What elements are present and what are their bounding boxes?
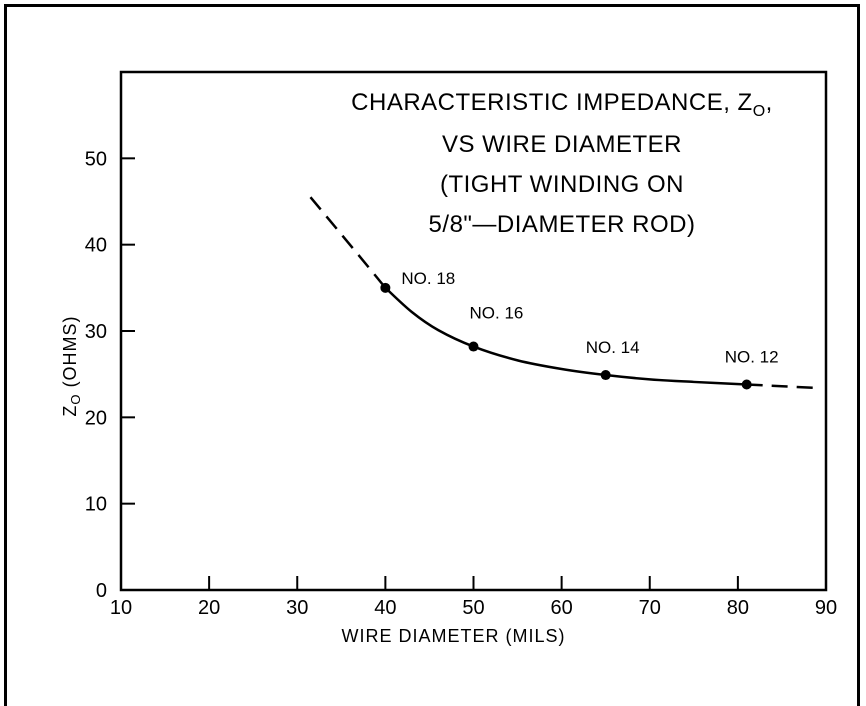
chart-title-line: (TIGHT WINDING ON bbox=[440, 171, 684, 198]
curve-extrapolated-left bbox=[309, 196, 387, 289]
y-axis-title: ZO (OHMS) bbox=[60, 315, 83, 416]
data-point-label: NO. 16 bbox=[470, 304, 524, 323]
curve-measured bbox=[384, 286, 747, 386]
x-tick-label: 50 bbox=[462, 597, 484, 619]
x-tick-label: 10 bbox=[110, 597, 132, 619]
data-point-label: NO. 14 bbox=[586, 338, 640, 357]
x-tick-label: 60 bbox=[551, 597, 573, 619]
data-point-label: NO. 12 bbox=[725, 348, 779, 367]
y-tick-label: 0 bbox=[96, 580, 107, 602]
x-tick-label: 20 bbox=[198, 597, 220, 619]
figure-frame bbox=[4, 4, 860, 706]
x-tick-label: 70 bbox=[639, 597, 661, 619]
y-tick-label: 10 bbox=[85, 494, 107, 516]
chart-title-line: CHARACTERISTIC IMPEDANCE, ZO, bbox=[351, 89, 773, 120]
y-tick-label: 40 bbox=[85, 235, 107, 257]
y-tick-label: 30 bbox=[85, 321, 107, 343]
data-point bbox=[468, 341, 479, 352]
data-point-label: NO. 18 bbox=[401, 269, 455, 288]
chart-title-line: 5/8"—DIAMETER ROD) bbox=[429, 211, 696, 238]
chart-title-line: VS WIRE DIAMETER bbox=[442, 131, 682, 158]
data-point bbox=[741, 379, 752, 390]
x-axis-title: WIRE DIAMETER (MILS) bbox=[341, 626, 565, 646]
x-tick-label: 30 bbox=[286, 597, 308, 619]
x-tick-label: 90 bbox=[815, 597, 837, 619]
data-point bbox=[600, 370, 611, 381]
y-tick-label: 50 bbox=[85, 148, 107, 170]
curve-extrapolated-right bbox=[746, 383, 818, 390]
x-tick-label: 40 bbox=[374, 597, 396, 619]
data-point bbox=[380, 282, 391, 293]
x-tick-label: 80 bbox=[727, 597, 749, 619]
y-tick-label: 20 bbox=[85, 407, 107, 429]
